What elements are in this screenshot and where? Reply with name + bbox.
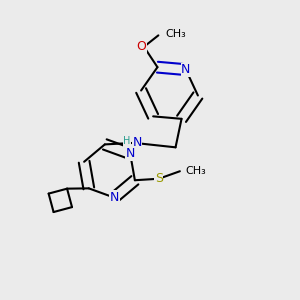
Text: N: N — [133, 136, 142, 149]
Text: N: N — [125, 147, 135, 160]
Text: O: O — [136, 40, 146, 53]
Text: S: S — [155, 172, 163, 185]
Text: CH₃: CH₃ — [166, 29, 187, 39]
Text: N: N — [110, 191, 119, 204]
Text: H: H — [123, 136, 130, 146]
Text: CH₃: CH₃ — [186, 166, 207, 176]
Text: N: N — [181, 63, 190, 76]
